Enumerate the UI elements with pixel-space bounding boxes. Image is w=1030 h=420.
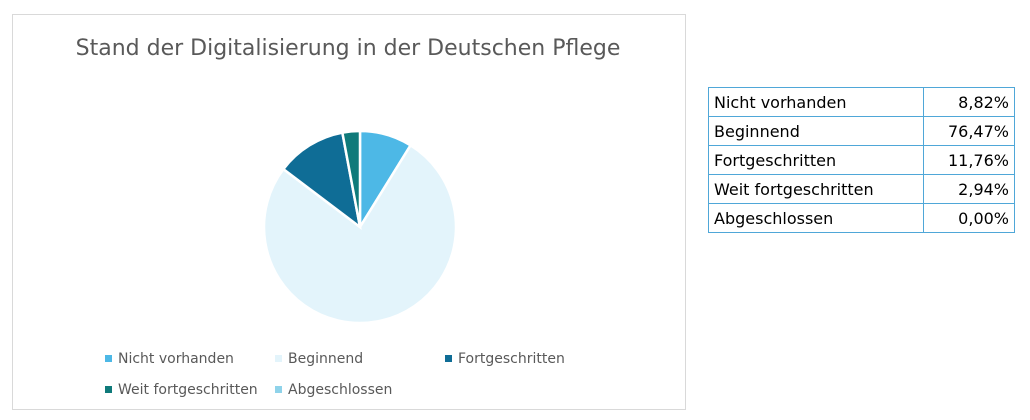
table-cell-value: 0,00%: [923, 203, 1015, 233]
table-cell-value: 8,82%: [923, 87, 1015, 117]
table-row: Nicht vorhanden 8,82%: [707, 87, 1015, 117]
table-cell-category: Weit fortgeschritten: [707, 174, 925, 204]
table-row: Weit fortgeschritten 2,94%: [707, 174, 1015, 204]
pie-slice-weit-fortgeschritten: [340, 129, 362, 228]
data-table: Nicht vorhanden 8,82% Beginnend 76,47% F…: [707, 87, 1015, 233]
table-cell-category: Beginnend: [707, 116, 925, 146]
legend-item-abgeschlossen: Abgeschlossen: [275, 382, 392, 398]
chart-area: Stand der Digitalisierung in der Deutsch…: [12, 14, 686, 410]
legend-label-fortgeschritten: Fortgeschritten: [458, 350, 565, 367]
legend-label-beginnend: Beginnend: [288, 350, 364, 367]
legend-item-weit-fortgeschritten: Weit fortgeschritten: [105, 382, 275, 398]
pie-slice-fortgeschritten: [281, 131, 362, 230]
table-row: Abgeschlossen 0,00%: [707, 203, 1015, 233]
legend-row: Weit fortgeschritten Abgeschlossen: [105, 374, 665, 405]
legend-swatch-beginnend: [275, 355, 282, 362]
table-cell-category: Fortgeschritten: [707, 145, 925, 175]
legend-swatch-abgeschlossen: [275, 386, 282, 393]
legend-item-nicht-vorhanden: Nicht vorhanden: [105, 351, 275, 367]
legend-label-nicht-vorhanden: Nicht vorhanden: [118, 350, 234, 367]
table-cell-value: 11,76%: [923, 145, 1015, 175]
pie-slice-beginnend: [262, 143, 458, 325]
legend-item-beginnend: Beginnend: [275, 351, 445, 367]
table-cell-value: 76,47%: [923, 116, 1015, 146]
legend-item-fortgeschritten: Fortgeschritten: [445, 351, 565, 367]
chart-legend: Nicht vorhanden Beginnend Fortgeschritte…: [105, 343, 665, 405]
legend-label-weit-fortgeschritten: Weit fortgeschritten: [118, 381, 258, 398]
table-row: Fortgeschritten 11,76%: [707, 145, 1015, 175]
table-cell-category: Nicht vorhanden: [707, 87, 925, 117]
legend-label-abgeschlossen: Abgeschlossen: [288, 381, 393, 398]
table-cell-category: Abgeschlossen: [707, 203, 925, 233]
pie-chart: [262, 129, 458, 325]
legend-row: Nicht vorhanden Beginnend Fortgeschritte…: [105, 343, 665, 374]
table-cell-value: 2,94%: [923, 174, 1015, 204]
table-row: Beginnend 76,47%: [707, 116, 1015, 146]
chart-title: Stand der Digitalisierung in der Deutsch…: [75, 36, 621, 61]
legend-swatch-weit-fortgeschritten: [105, 386, 112, 393]
legend-swatch-fortgeschritten: [445, 355, 452, 362]
legend-swatch-nicht-vorhanden: [105, 355, 112, 362]
